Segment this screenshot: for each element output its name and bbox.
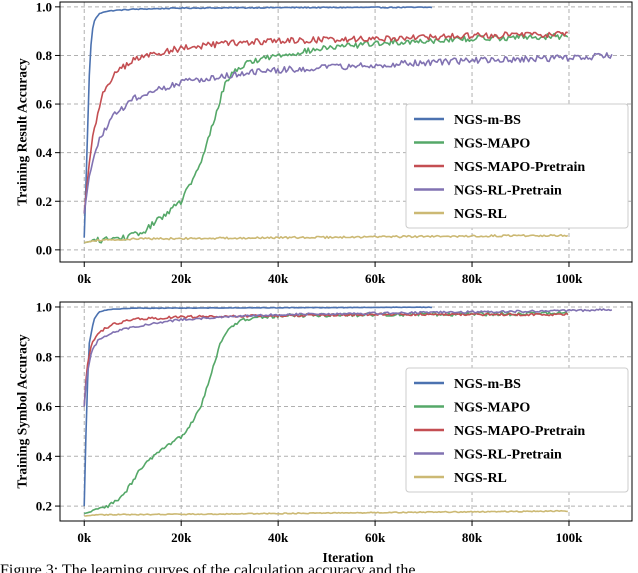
y-tick-label: 0.8 xyxy=(36,349,53,364)
x-tick-label: 0k xyxy=(77,271,92,286)
x-ticks: 0k 20k 40k 60k 80k 100k xyxy=(77,262,583,286)
series-lines xyxy=(83,306,613,517)
y-tick-label: 0.2 xyxy=(36,499,52,514)
x-tick-label: 100k xyxy=(556,271,584,286)
legend-item: NGS-RL xyxy=(414,471,507,486)
series-line-ngs-mapo-pretrain xyxy=(83,30,568,214)
legend-label: NGS-RL xyxy=(454,471,507,486)
y-tick-label: 1.0 xyxy=(36,299,52,314)
legend-label: NGS-MAPO-Pretrain xyxy=(454,160,585,175)
legend: NGS-m-BS NGS-MAPO NGS-MAPO-Pretrain NGS-RL-… xyxy=(405,103,629,229)
series-line-ngs-rl-pretrain xyxy=(83,308,613,407)
figure-caption: Figure 3: The learning curves of the cal… xyxy=(0,563,416,573)
x-tick-label: 20k xyxy=(171,530,192,545)
x-axis-label: Iteration xyxy=(323,550,374,563)
y-tick-label: 0.6 xyxy=(36,399,53,414)
legend-box xyxy=(405,367,629,493)
series-line-ngs-rl-pretrain xyxy=(83,52,613,214)
series-lines xyxy=(83,6,613,244)
x-tick-label: 60k xyxy=(365,271,386,286)
x-tick-label: 100k xyxy=(556,530,584,545)
legend-label: NGS-m-BS xyxy=(454,377,521,392)
legend-label: NGS-m-BS xyxy=(454,113,521,128)
axes-frame xyxy=(59,301,633,522)
x-tick-label: 80k xyxy=(462,271,483,286)
y-ticks: 0.0 0.2 0.4 0.6 0.8 1.0 xyxy=(36,0,60,257)
y-tick-label: 0.6 xyxy=(36,97,53,112)
y-tick-label: 0.8 xyxy=(36,48,53,63)
series-line-ngs-m-bs xyxy=(83,6,433,238)
series-line-ngs-rl xyxy=(84,509,568,517)
legend-label: NGS-MAPO xyxy=(454,401,530,416)
series-line-ngs-m-bs xyxy=(83,306,433,507)
y-tick-label: 0.4 xyxy=(36,145,53,160)
legend-label: NGS-RL-Pretrain xyxy=(454,448,562,463)
x-tick-label: 20k xyxy=(171,271,192,286)
legend-label: NGS-RL-Pretrain xyxy=(454,184,562,199)
y-axis-label: Training Result Accuracy xyxy=(15,58,30,206)
x-tick-label: 40k xyxy=(268,271,289,286)
y-tick-label: 0.0 xyxy=(36,242,52,257)
y-axis-label: Training Symbol Accuracy xyxy=(15,334,30,489)
legend-item: NGS-MAPO xyxy=(414,137,530,152)
symbol-accuracy-panel: 0.2 0.4 0.6 0.8 1.0 0k 20k 40k 60k 80k 100k Train… xyxy=(15,299,633,563)
legend-item: NGS-RL xyxy=(414,207,507,222)
series-line-ngs-rl xyxy=(84,233,569,244)
legend-item: NGS-m-BS xyxy=(414,113,521,128)
legend-label: NGS-RL xyxy=(454,207,507,222)
legend: NGS-m-BS NGS-MAPO NGS-MAPO-Pretrain NGS-RL-… xyxy=(405,367,629,493)
legend-item: NGS-MAPO xyxy=(414,401,530,416)
y-ticks: 0.2 0.4 0.6 0.8 1.0 xyxy=(36,299,60,514)
legend-item: NGS-MAPO-Pretrain xyxy=(414,160,585,175)
legend-item: NGS-RL-Pretrain xyxy=(414,184,562,199)
axes-frame xyxy=(59,1,633,263)
legend-box xyxy=(405,103,629,229)
series-line-ngs-mapo-pretrain xyxy=(83,312,569,407)
legend-item: NGS-RL-Pretrain xyxy=(414,448,562,463)
legend-item: NGS-MAPO-Pretrain xyxy=(414,424,585,439)
legend-label: NGS-MAPO-Pretrain xyxy=(454,424,585,439)
legend-label: NGS-MAPO xyxy=(454,137,530,152)
result-accuracy-panel: 0.0 0.2 0.4 0.6 0.8 1.0 0k 20k 40k 60k 80k 100k Tr… xyxy=(15,0,633,286)
y-tick-label: 0.4 xyxy=(36,449,53,464)
x-tick-label: 40k xyxy=(268,530,289,545)
y-tick-label: 0.2 xyxy=(36,194,52,209)
x-ticks: 0k 20k 40k 60k 80k 100k xyxy=(77,521,583,545)
series-line-ngs-mapo xyxy=(84,32,569,244)
legend-item: NGS-m-BS xyxy=(414,377,521,392)
x-tick-label: 60k xyxy=(365,530,386,545)
x-tick-label: 0k xyxy=(77,530,92,545)
y-tick-label: 1.0 xyxy=(36,0,52,14)
x-tick-label: 80k xyxy=(462,530,483,545)
